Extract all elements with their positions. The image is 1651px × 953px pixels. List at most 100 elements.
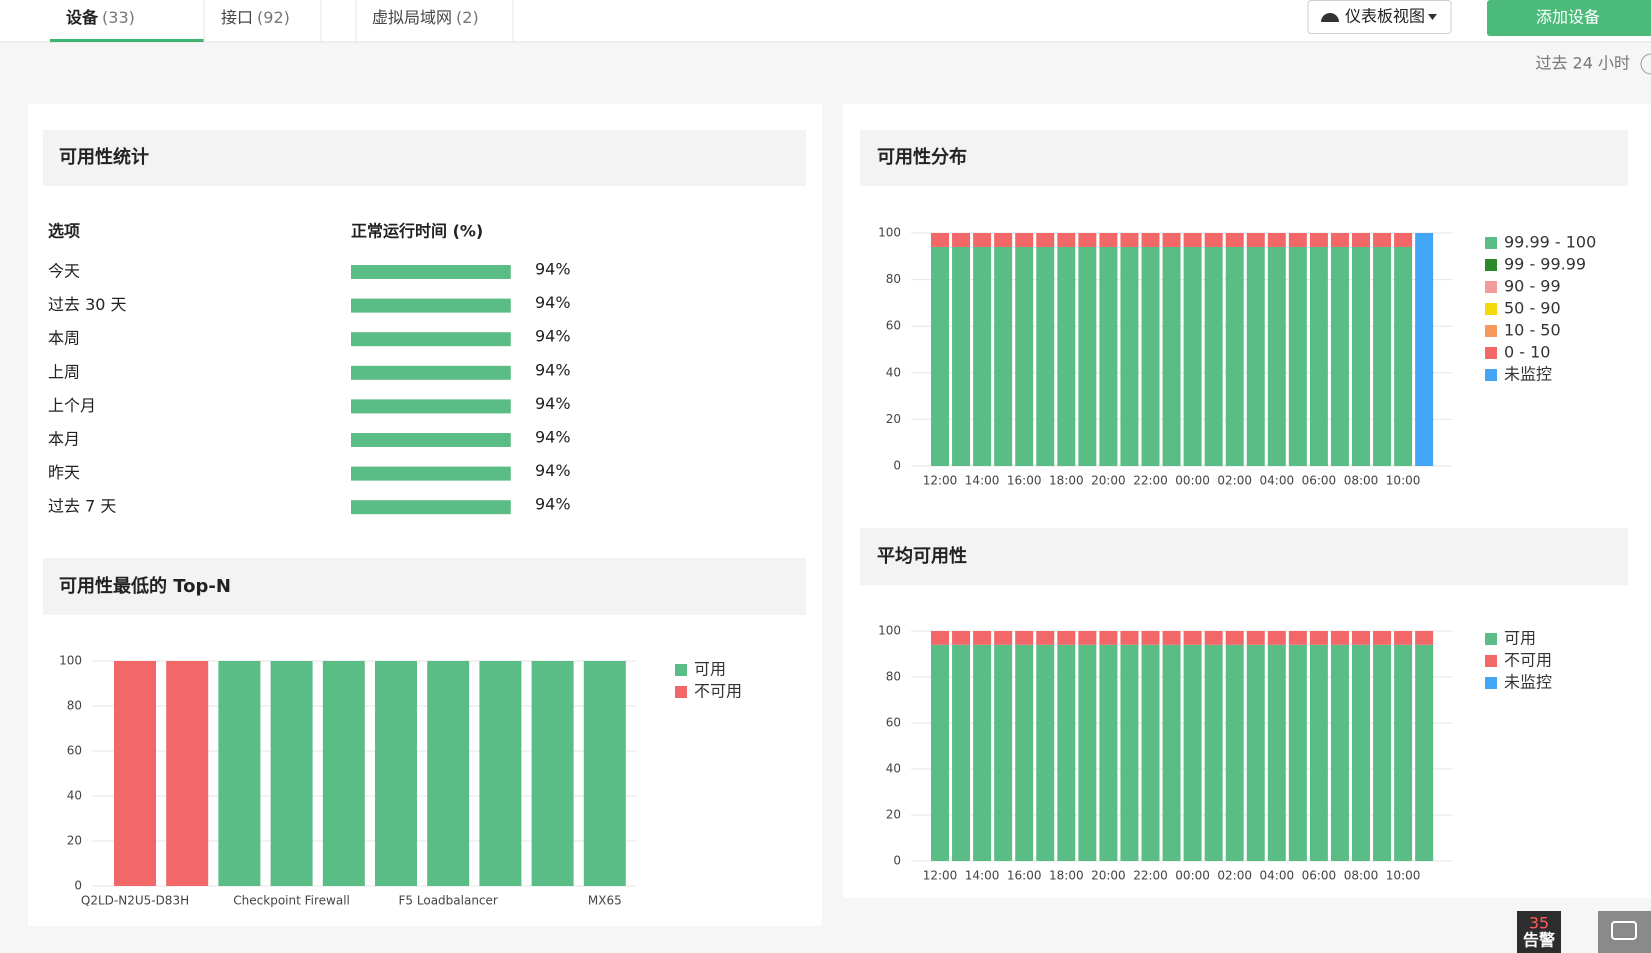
bar-segment — [1225, 644, 1244, 861]
x-tick-label: Q2LD-N2U5-D83H — [81, 894, 189, 908]
column-header: 正常运行时间 (%) — [351, 222, 483, 241]
y-tick-label: 80 — [886, 670, 901, 684]
bar-segment — [1057, 233, 1076, 247]
y-tick-label: 20 — [886, 808, 901, 822]
bar-segment — [1267, 631, 1286, 645]
button-label[interactable]: 仪表板视图 — [1345, 7, 1425, 26]
legend-swatch — [1485, 655, 1497, 667]
bar-segment — [1183, 631, 1202, 645]
section-header — [860, 130, 1628, 186]
x-tick-label: 16:00 — [1007, 869, 1042, 883]
bar-segment — [1267, 233, 1286, 247]
legend-label: 未监控 — [1504, 673, 1552, 692]
legend-label: 99.99 - 100 — [1504, 233, 1596, 252]
bar-segment — [1120, 246, 1139, 466]
bar-segment — [994, 246, 1013, 466]
tab[interactable]: 接口 (92) — [221, 8, 290, 27]
bar-segment — [931, 631, 949, 645]
row-label: 昨天 — [48, 463, 80, 482]
legend-label: 0 - 10 — [1504, 343, 1550, 362]
bar-segment — [1078, 644, 1097, 861]
bar-segment — [427, 661, 470, 886]
tab-count[interactable]: (92) — [257, 8, 290, 27]
x-tick-label: 02:00 — [1217, 869, 1252, 883]
tab-label[interactable]: 设备 (33) — [66, 8, 135, 27]
y-tick-label: 100 — [878, 624, 901, 638]
bar-segment — [1373, 631, 1392, 645]
y-tick-label: 60 — [886, 716, 901, 730]
chat-button[interactable] — [1598, 911, 1651, 953]
x-tick-label: 12:00 — [923, 474, 958, 488]
tab-name[interactable]: 设备 — [66, 8, 99, 27]
button-label[interactable]: 添加设备 — [1536, 8, 1600, 27]
tab-name[interactable]: 虚拟局域网 — [372, 8, 452, 27]
alarm-count[interactable]: 35 — [1529, 914, 1549, 933]
button-frame[interactable] — [1487, 0, 1651, 36]
bar-segment — [1288, 644, 1307, 861]
legend-swatch — [675, 686, 687, 698]
bar-segment — [1099, 631, 1118, 645]
uptime-label: 94% — [535, 360, 571, 379]
dashboard-view-button[interactable]: 仪表板视图 — [1307, 0, 1452, 34]
x-tick-label: 00:00 — [1175, 474, 1210, 488]
tab-name[interactable]: 接口 — [221, 8, 253, 27]
section-header — [860, 528, 1628, 585]
time-range-icon[interactable] — [1640, 53, 1651, 75]
y-tick-label: 100 — [59, 654, 82, 668]
tab[interactable]: 设备 (33) — [66, 8, 135, 27]
legend-label: 可用 — [1504, 629, 1536, 648]
left-panel — [28, 104, 822, 926]
bar-segment — [1015, 246, 1034, 466]
uptime-label: 94% — [535, 293, 571, 312]
bar-segment — [1162, 644, 1181, 861]
add-device-button[interactable]: 添加设备 — [1487, 0, 1651, 36]
y-tick-label: 60 — [886, 319, 901, 333]
bar-segment — [1394, 644, 1413, 861]
chat-icon[interactable] — [1611, 921, 1637, 940]
bar-segment — [1330, 644, 1349, 861]
tab[interactable]: 虚拟局域网 (2) — [372, 8, 479, 27]
uptime-bar — [351, 332, 511, 347]
bar-segment — [1309, 246, 1328, 466]
bar-segment — [1036, 644, 1055, 861]
legend-swatch — [1485, 369, 1497, 381]
bar-segment — [1309, 631, 1328, 645]
x-tick-label: Checkpoint Firewall — [233, 894, 350, 908]
bar-segment — [479, 661, 522, 886]
uptime-label: 94% — [535, 260, 571, 279]
tab-label[interactable]: 接口 (92) — [221, 8, 290, 27]
bar-segment — [1057, 246, 1076, 466]
x-tick-label: 14:00 — [965, 869, 1000, 883]
bar-segment — [1120, 631, 1139, 645]
bar-segment — [1225, 246, 1244, 466]
bar-segment — [1162, 631, 1181, 645]
section-header — [43, 130, 806, 186]
tab-count[interactable]: (33) — [102, 8, 135, 27]
bar-segment — [1394, 246, 1413, 466]
gauge-icon[interactable] — [1321, 13, 1339, 22]
bar-segment — [952, 631, 971, 645]
bar-segment — [1099, 644, 1118, 861]
caret[interactable] — [1428, 14, 1437, 20]
alarm-badge[interactable] — [1517, 911, 1561, 953]
time-range[interactable]: 过去 24 小时 — [1535, 54, 1630, 73]
bar-segment — [994, 233, 1013, 247]
bar-segment — [1141, 233, 1160, 247]
uptime-label: 94% — [535, 428, 571, 447]
button-frame[interactable] — [1307, 0, 1452, 34]
tab-count[interactable]: (2) — [456, 8, 479, 27]
bar-segment — [1204, 246, 1223, 466]
x-tick-label: 20:00 — [1091, 869, 1126, 883]
y-tick-label: 0 — [893, 459, 901, 473]
column-header: 选项 — [48, 222, 80, 241]
alarm-label[interactable]: 告警 — [1523, 931, 1555, 950]
y-tick-label: 80 — [67, 699, 82, 713]
bar-segment — [1394, 631, 1413, 645]
legend-label: 10 - 50 — [1504, 321, 1561, 340]
tab-label[interactable]: 虚拟局域网 (2) — [372, 8, 479, 27]
x-tick-label: 16:00 — [1007, 474, 1042, 488]
section-header — [43, 558, 806, 615]
legend-label: 99 - 99.99 — [1504, 255, 1586, 274]
